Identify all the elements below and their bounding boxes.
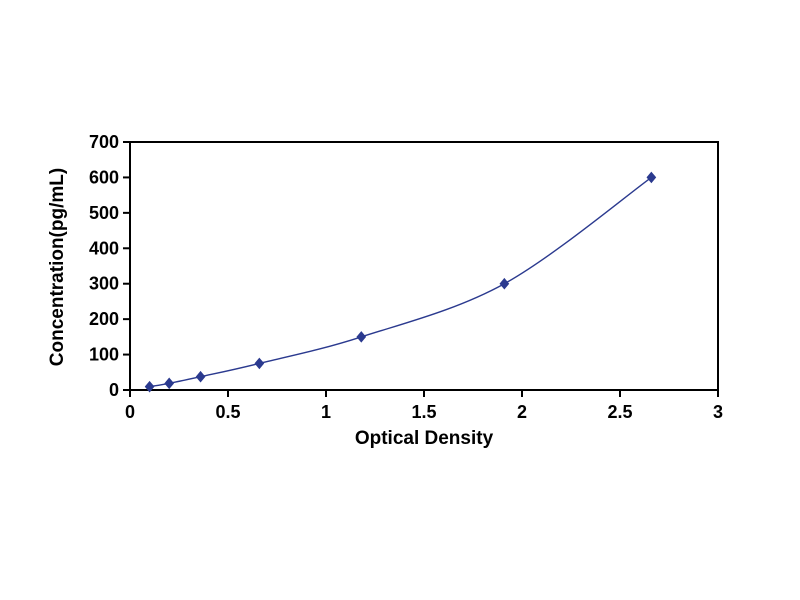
x-tick-label: 1.5 <box>411 402 436 422</box>
data-point-marker <box>164 377 175 390</box>
x-tick-label: 0 <box>125 402 135 422</box>
y-tick-label: 400 <box>89 238 119 258</box>
data-point-marker <box>144 380 155 393</box>
x-axis-title: Optical Density <box>354 428 494 449</box>
data-point-marker <box>356 331 367 343</box>
x-tick-label: 2 <box>517 402 527 422</box>
x-tick-label: 3 <box>713 402 723 422</box>
y-axis-title: Concentration(pg/mL) <box>47 167 68 367</box>
y-tick-label: 100 <box>89 345 119 365</box>
y-tick-label: 700 <box>89 132 119 152</box>
y-tick-label: 0 <box>109 380 119 400</box>
data-point-marker <box>646 171 657 184</box>
data-point-marker <box>195 370 206 383</box>
y-tick-label: 500 <box>89 203 119 223</box>
y-tick-label: 300 <box>89 274 119 294</box>
plot-border <box>129 141 719 391</box>
data-point-marker <box>254 357 265 370</box>
x-tick-label: 2.5 <box>607 402 632 422</box>
y-tick-label: 600 <box>89 167 119 187</box>
data-point-marker <box>499 277 510 290</box>
x-tick-label: 1 <box>321 402 331 422</box>
curve-line <box>149 176 652 388</box>
x-tick-label: 0.5 <box>215 402 240 422</box>
y-tick-label: 200 <box>89 309 119 329</box>
